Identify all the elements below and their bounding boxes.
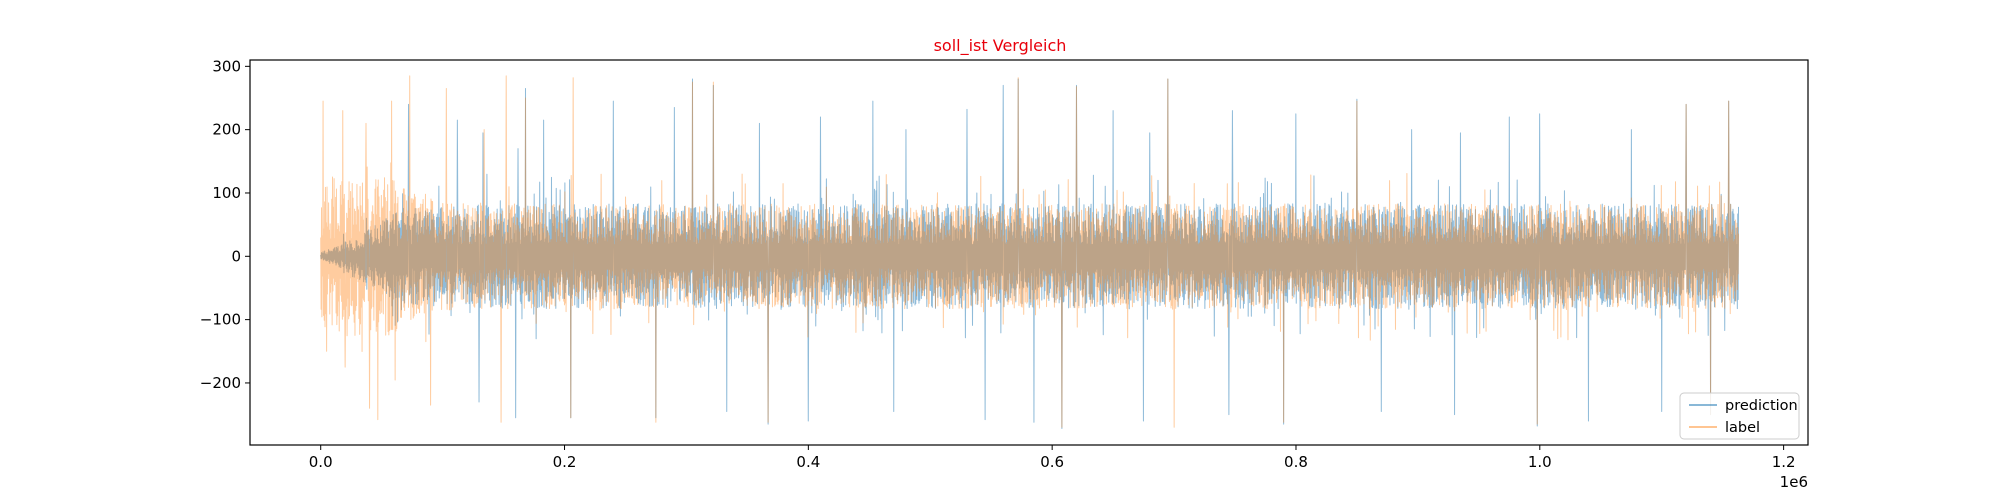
plot-frame bbox=[249, 59, 1809, 446]
y-tick-label: 100 bbox=[212, 184, 241, 202]
chart-title: soll_ist Vergleich bbox=[934, 36, 1067, 56]
y-axis: 300 200 100 0 −100 −200 bbox=[200, 57, 250, 392]
y-tick-label: 200 bbox=[212, 121, 241, 139]
y-tick-label: −100 bbox=[200, 311, 241, 329]
x-tick-label: 0.2 bbox=[553, 453, 577, 471]
x-tick-label: 1.2 bbox=[1772, 453, 1796, 471]
x-tick-label: 0.6 bbox=[1040, 453, 1064, 471]
x-axis: 0.0 0.2 0.4 0.6 0.8 1.0 1.2 bbox=[309, 445, 1796, 471]
legend-label-label: label bbox=[1725, 420, 1760, 436]
series-layer bbox=[320, 75, 1740, 430]
legend-label-prediction: prediction bbox=[1725, 398, 1798, 414]
x-tick-label: 0.0 bbox=[309, 453, 333, 471]
series-line-prediction bbox=[320, 78, 1740, 430]
series-line-label bbox=[320, 75, 1740, 428]
x-tick-label: 0.8 bbox=[1284, 453, 1308, 471]
x-axis-multiplier: 1e6 bbox=[1780, 473, 1808, 491]
y-tick-label: −200 bbox=[200, 374, 241, 392]
x-tick-label: 1.0 bbox=[1528, 453, 1552, 471]
x-tick-label: 0.4 bbox=[796, 453, 820, 471]
y-tick-label: 300 bbox=[212, 57, 241, 75]
legend: prediction label bbox=[1679, 392, 1800, 440]
y-tick-label: 0 bbox=[231, 247, 241, 265]
